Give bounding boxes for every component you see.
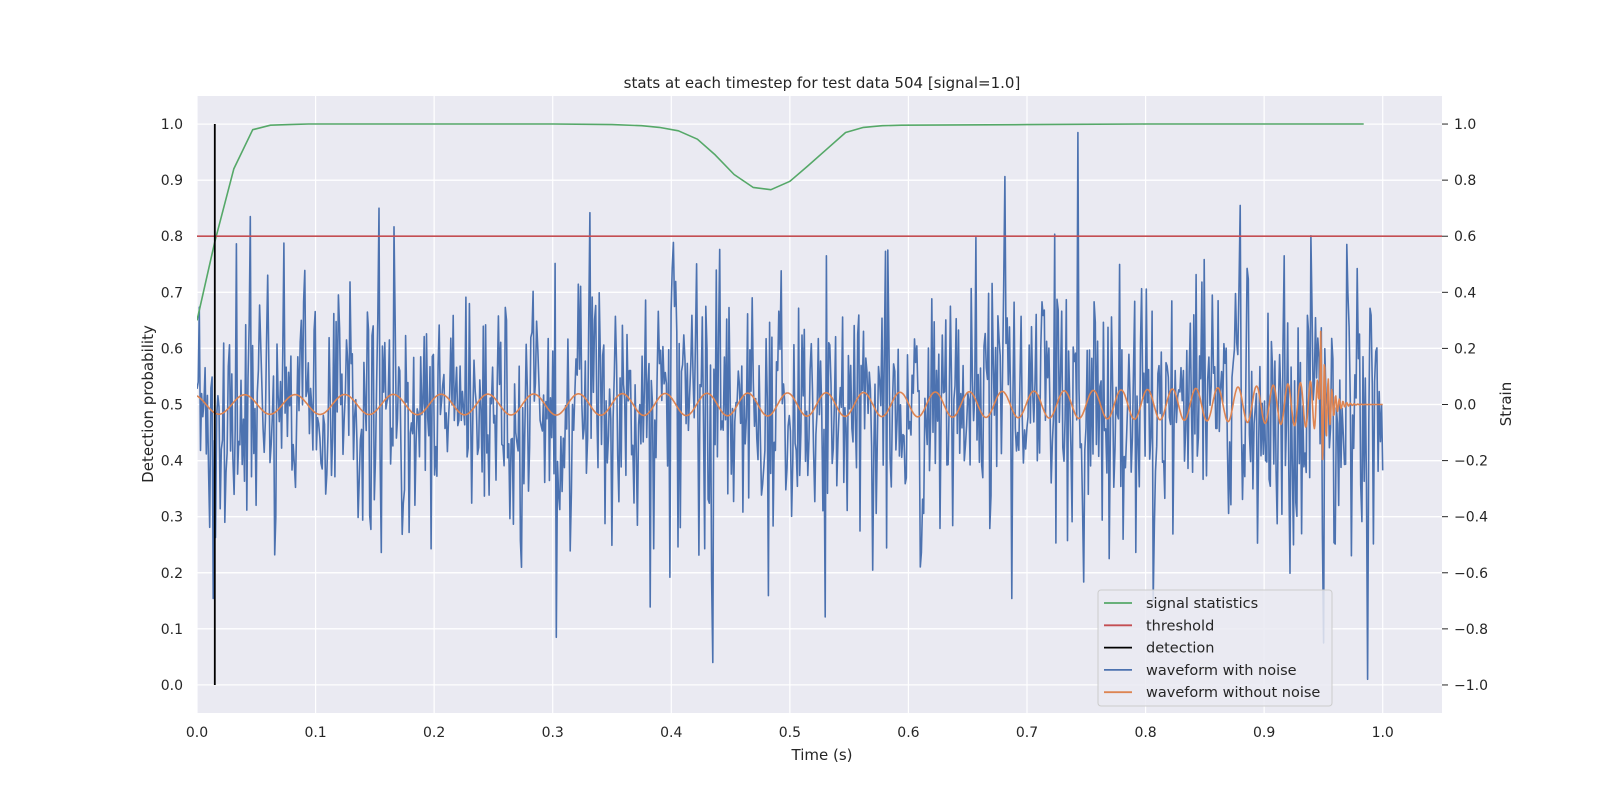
x-tick-label: 0.4 bbox=[660, 725, 682, 741]
legend-label: waveform without noise bbox=[1146, 685, 1320, 701]
y-axis-right-title: Strain bbox=[1497, 382, 1515, 426]
y-right-tick-label: 0.6 bbox=[1454, 229, 1476, 245]
y-right-tick-label: 0.0 bbox=[1454, 398, 1476, 414]
y-right-tick-label: 1.0 bbox=[1454, 117, 1476, 133]
x-tick-label: 0.8 bbox=[1134, 725, 1156, 741]
series-line-signal-statistics bbox=[197, 123, 1364, 321]
x-tick-label: 1.0 bbox=[1372, 725, 1394, 741]
y-axis-left-ticks: 0.0 0.1 0.2 0.3 0.4 0.5 0.6 0.7 0.8 0.9 1.0 bbox=[161, 117, 183, 694]
y-right-tick-label: 0.8 bbox=[1454, 173, 1476, 189]
x-tick-label: 0.5 bbox=[779, 725, 801, 741]
y-axis-right-ticks: −1.0 −0.8 −0.6 −0.4 −0.2 0.0 0.2 0.4 0.6 0.8 1.0 bbox=[1442, 117, 1488, 694]
legend-label: signal statistics bbox=[1146, 596, 1258, 612]
y-right-tick-label: −1.0 bbox=[1454, 678, 1488, 694]
legend-box bbox=[1097, 589, 1333, 707]
x-tick-label: 0.9 bbox=[1253, 725, 1275, 741]
y-left-tick-label: 0.6 bbox=[161, 341, 183, 357]
y-right-tick-label: 0.4 bbox=[1454, 285, 1476, 301]
series-line-waveform-with-noise bbox=[197, 131, 1384, 681]
y-left-tick-label: 0.1 bbox=[161, 622, 183, 638]
y-left-tick-label: 0.5 bbox=[161, 398, 183, 414]
chart-title: stats at each timestep for test data 504… bbox=[624, 74, 1021, 92]
x-tick-label: 0.1 bbox=[304, 725, 326, 741]
x-tick-label: 0.6 bbox=[897, 725, 919, 741]
y-right-tick-label: 0.2 bbox=[1454, 341, 1476, 357]
x-tick-label: 0.7 bbox=[1016, 725, 1038, 741]
y-left-tick-label: 0.3 bbox=[161, 510, 183, 526]
legend-label: waveform with noise bbox=[1146, 663, 1297, 679]
y-right-tick-label: −0.8 bbox=[1454, 622, 1488, 638]
y-left-tick-label: 0.7 bbox=[161, 285, 183, 301]
y-axis-left-title: Detection probability bbox=[139, 325, 157, 483]
series-layer bbox=[197, 123, 1442, 685]
legend-label: threshold bbox=[1146, 618, 1214, 634]
y-left-tick-label: 0.2 bbox=[161, 566, 183, 582]
series-line-waveform-without-noise bbox=[197, 330, 1383, 461]
y-left-tick-label: 0.0 bbox=[161, 678, 183, 694]
y-right-tick-label: −0.4 bbox=[1454, 510, 1488, 526]
x-tick-label: 0.2 bbox=[423, 725, 445, 741]
y-right-tick-label: −0.6 bbox=[1454, 566, 1488, 582]
x-tick-label: 0.3 bbox=[542, 725, 564, 741]
y-left-tick-label: 1.0 bbox=[161, 117, 183, 133]
plot-series-group bbox=[197, 123, 1442, 685]
y-left-tick-label: 0.9 bbox=[161, 173, 183, 189]
legend-label: detection bbox=[1146, 641, 1214, 657]
legend: signal statistics threshold detection wavef… bbox=[1097, 589, 1333, 707]
x-axis-ticks: 0.0 0.1 0.2 0.3 0.4 0.5 0.6 0.7 0.8 0.9 1.0 bbox=[186, 725, 1394, 741]
x-tick-label: 0.0 bbox=[186, 725, 208, 741]
x-axis-title: Time (s) bbox=[791, 746, 853, 764]
y-left-tick-label: 0.8 bbox=[161, 229, 183, 245]
y-right-tick-label: −0.2 bbox=[1454, 454, 1488, 470]
y-left-tick-label: 0.4 bbox=[161, 454, 183, 470]
